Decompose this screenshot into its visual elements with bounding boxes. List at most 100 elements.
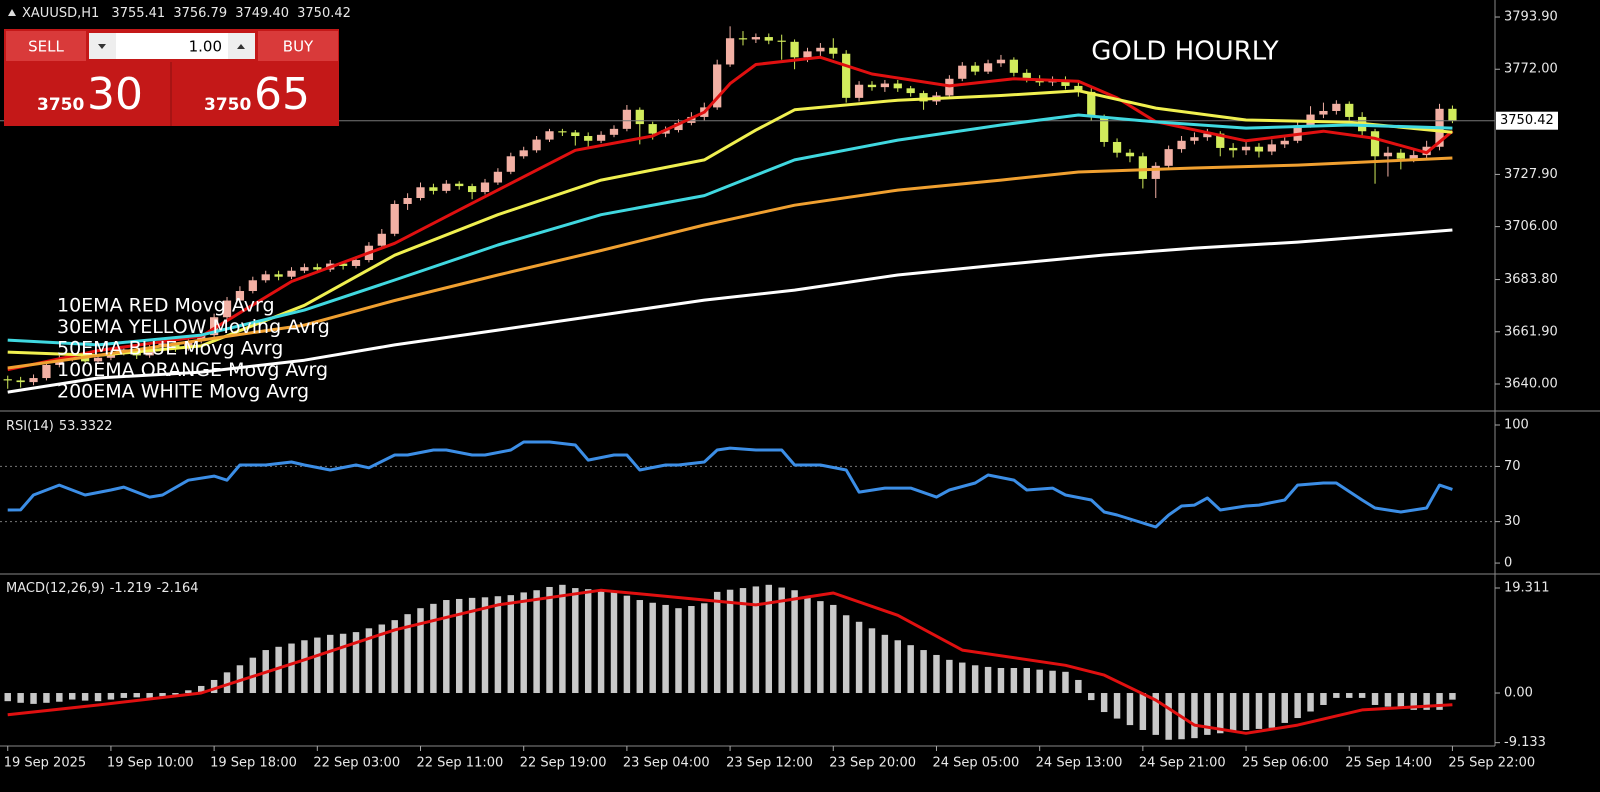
x-tick-label: 24 Sep 21:00 [1139,756,1226,771]
histogram-bar [778,587,785,694]
histogram-bar [830,604,837,694]
histogram-bar [1294,693,1301,719]
y-tick-label: 70 [1504,459,1521,474]
histogram-bar [507,595,515,694]
candle-body [842,53,851,98]
ohlc: 3756.79 [173,6,227,21]
sell-button[interactable] [6,31,86,61]
series-line [7,55,1454,372]
header-text: XAUUSD,H1 3755.41 3756.79 3749.40 3750.4… [22,6,351,21]
sell-label[interactable]: SELL [28,38,64,56]
histogram-bar [326,634,334,694]
collapse-icon[interactable] [8,9,16,16]
histogram-bar [365,628,373,694]
histogram-bar [404,614,411,694]
histogram-bar [146,693,153,698]
histogram-bar [1449,693,1456,700]
histogram-bar [765,584,773,694]
histogram-bar [675,608,682,694]
candle-body [93,357,103,362]
y-tick-label: 3706.00 [1504,219,1558,234]
candle-body [248,280,257,292]
series-line [7,113,1453,347]
histogram-bar [301,640,308,694]
histogram-bar [1217,693,1224,734]
candle-body [222,300,232,318]
y-tick-label: 19.311 [1504,581,1550,596]
candle-body [390,203,399,234]
buy-price-big[interactable]: 3750 [204,95,251,115]
candle-body [493,171,503,183]
candle-body [235,291,245,301]
histogram-bar [971,665,979,694]
indicator-value: -1.219 [110,581,152,596]
histogram-bar [1152,693,1159,735]
x-tick-label: 25 Sep 06:00 [1242,756,1329,771]
lot-input[interactable] [116,33,228,59]
x-tick-label: 24 Sep 13:00 [1036,756,1123,771]
candle-body [674,122,683,131]
candle-body [648,124,657,134]
histogram-bar [339,633,347,694]
candle-body [287,270,296,277]
candle-body [429,187,438,191]
sell-price-small[interactable]: 30 [87,69,143,120]
candle-body [455,183,464,187]
histogram-bar [314,637,321,694]
candle-body [545,131,554,140]
candle-body [661,130,670,134]
histogram-bar [1346,693,1353,698]
histogram-bar [572,588,579,694]
histogram-bar [288,643,295,694]
histogram-bar [817,601,824,694]
y-tick-label: 100 [1504,418,1529,433]
candle-body [1164,149,1173,166]
candle-body [1009,59,1018,73]
candle-body [1087,91,1096,117]
trade-panel: SELL 1.00 BUY 3750 30 3750 65 [4,29,339,126]
buy-label[interactable]: BUY [283,38,314,56]
histogram-bar [752,586,760,694]
candle-body [1345,103,1354,117]
histogram-bar [494,596,502,694]
histogram-bar [107,693,115,700]
histogram-bar [520,592,527,694]
candle-body [1177,140,1186,150]
y-tick-label: 3683.80 [1504,272,1558,287]
candle-body [790,41,799,58]
candle-body [906,88,915,94]
sell-price-big[interactable]: 3750 [37,95,84,115]
candle-body [1254,146,1264,152]
candle-body [171,343,180,349]
price-box [1496,111,1558,130]
candle-body [622,109,632,129]
histogram-bar [133,693,140,698]
x-tick-label: 23 Sep 04:00 [623,756,710,771]
candle-body [351,260,361,266]
histogram-bar [56,693,63,702]
buy-price-small[interactable]: 65 [254,69,310,120]
y-tick-label: -9.133 [1504,735,1546,750]
histogram-bar [881,634,889,694]
candle-body [1216,133,1225,148]
candle-body [829,47,838,54]
buy-button[interactable] [258,31,338,61]
histogram-bar [739,588,747,694]
histogram-bar [804,597,811,694]
histogram-bar [1358,693,1366,698]
histogram-bar [1075,679,1082,694]
histogram-bar [701,603,708,694]
histogram-bar [1139,693,1147,730]
candle-body [261,274,270,281]
candle-body [1151,165,1160,179]
candle-body [880,83,890,88]
candle-body [1061,79,1070,86]
histogram-bar [946,659,953,694]
legend-entry: 10EMA RED Movg Avrg [57,295,275,317]
candle-body [1100,116,1109,142]
histogram-bar [1113,693,1121,719]
histogram-bar [533,590,540,694]
lot-value[interactable]: 1.00 [189,38,222,56]
histogram-bar [933,654,940,694]
